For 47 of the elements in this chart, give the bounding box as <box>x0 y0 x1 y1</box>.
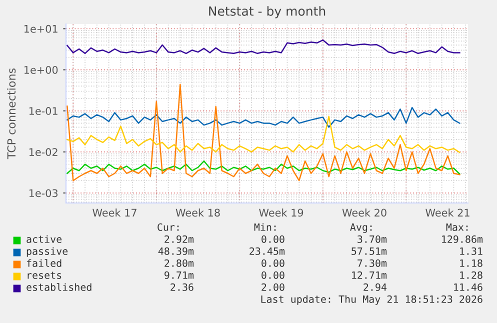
text: 1.31 <box>460 247 482 255</box>
x-tick-label: Week 20 <box>342 208 386 217</box>
legend-label: passive <box>26 247 68 257</box>
legend-label: active <box>26 235 62 243</box>
text: 2.92m <box>164 235 194 243</box>
legend-label: resets <box>28 272 62 279</box>
text: 3.70m <box>358 235 387 243</box>
text: Last update: Thu May 21 18:51:23 2026 <box>261 295 482 305</box>
legend-label: failed <box>26 259 62 267</box>
text: 7.30m <box>358 259 387 267</box>
text: Max: <box>446 223 468 231</box>
text: 1.28 <box>460 271 482 279</box>
text: 9.71m <box>164 271 194 279</box>
text: Min: <box>254 223 276 231</box>
y-axis-title: TCP connections <box>7 68 16 160</box>
y-tick-label: 1e-02 <box>29 148 58 156</box>
chart-title: Netstat - by month <box>209 6 326 18</box>
line-series <box>66 106 460 128</box>
x-tick-label: Week 19 <box>259 208 304 217</box>
text: 11.46 <box>454 283 482 291</box>
text: 1.18 <box>460 259 482 267</box>
y-tick-label: 1e+00 <box>24 66 58 74</box>
line-series <box>66 39 460 54</box>
line-series <box>66 84 460 182</box>
line-series <box>66 160 460 175</box>
y-tick-label: 1e-03 <box>29 189 58 198</box>
text: 0.00 <box>262 259 284 267</box>
text: 12.71m <box>352 271 387 279</box>
y-tick-label: 1e+01 <box>24 24 58 33</box>
y-tick-label: 1e-01 <box>29 107 58 115</box>
text: 2.00 <box>262 283 284 291</box>
text: Cur: <box>158 223 179 231</box>
text: 2.94 <box>364 283 387 291</box>
text: 23.45m <box>250 247 285 255</box>
legend-label: established <box>26 283 92 291</box>
line-series <box>66 116 460 154</box>
x-tick-label: Week 17 <box>92 208 136 217</box>
text: 0.00 <box>262 235 284 243</box>
x-tick-label: Week 21 <box>426 208 470 217</box>
text: 2.80m <box>164 259 194 267</box>
text: 57.51m <box>352 247 387 255</box>
text: 0.00 <box>262 271 284 279</box>
text: Avg: <box>350 223 372 233</box>
x-tick-label: Week 18 <box>176 208 220 217</box>
text: 48.39m <box>158 247 194 255</box>
text: 129.86m <box>442 235 483 243</box>
text: 2.36 <box>170 283 194 291</box>
